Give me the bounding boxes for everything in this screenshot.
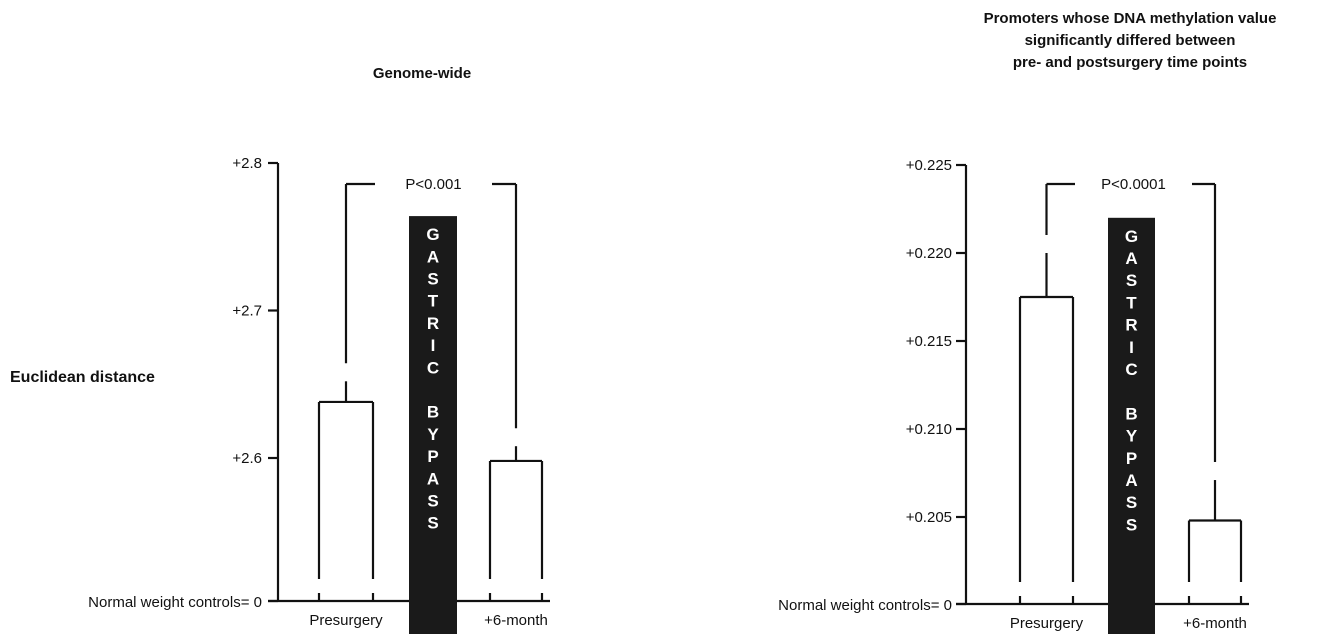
gastric-bypass-letter: I	[431, 336, 436, 355]
y-tick-label: +0.205	[906, 509, 952, 526]
gastric-bypass-bar	[1108, 217, 1155, 634]
baseline-label: Normal weight controls= 0	[778, 597, 952, 614]
y-axis-label: Euclidean distance	[10, 369, 155, 386]
chart-title-line: Promoters whose DNA methylation value	[984, 10, 1277, 27]
p-value-label: P<0.0001	[1101, 176, 1166, 193]
gastric-bypass-letter: Y	[1126, 427, 1138, 446]
gastric-bypass-letter: G	[426, 225, 439, 244]
gastric-bypass-letter: A	[427, 247, 439, 266]
gastric-bypass-letter: S	[1126, 271, 1137, 290]
gastric-bypass-letter: B	[427, 403, 439, 422]
gastric-bypass-bar	[409, 216, 457, 634]
chart-title-line: Genome-wide	[373, 65, 471, 82]
gastric-bypass-letter: A	[1125, 471, 1137, 490]
gastric-bypass-letter: R	[1125, 316, 1137, 335]
gastric-bypass-letter: I	[1129, 338, 1134, 357]
y-tick-label: +0.210	[906, 421, 952, 438]
chart-title: Genome-wide	[373, 65, 471, 82]
chart-title-line: pre- and postsurgery time points	[1013, 54, 1247, 71]
gastric-bypass-letter: A	[427, 469, 439, 488]
gastric-bypass-letter: Y	[427, 425, 439, 444]
chart-promoters: Promoters whose DNA methylation value sig…	[778, 10, 1276, 634]
gastric-bypass-letter: P	[427, 447, 438, 466]
gastric-bypass-letter: S	[427, 492, 438, 511]
x-tick-label: Presurgery	[309, 612, 383, 629]
y-tick-label: +2.8	[232, 155, 262, 172]
gastric-bypass-letter: T	[428, 292, 439, 311]
gastric-bypass-letter: P	[1126, 449, 1137, 468]
gastric-bypass-letter: G	[1125, 227, 1138, 246]
gastric-bypass-letter: C	[427, 358, 439, 377]
gastric-bypass-letter: R	[427, 314, 439, 333]
gastric-bypass-letter: A	[1125, 249, 1137, 268]
y-tick-label: +0.225	[906, 157, 952, 174]
baseline-label: Normal weight controls= 0	[88, 594, 262, 611]
chart-title: Promoters whose DNA methylation value sig…	[984, 10, 1277, 71]
gastric-bypass-letter: T	[1126, 293, 1137, 312]
gastric-bypass-letter: S	[1126, 515, 1137, 534]
gastric-bypass-letter: B	[1125, 404, 1137, 423]
y-tick-label: +0.215	[906, 333, 952, 350]
y-tick-label: +2.7	[232, 303, 262, 320]
x-tick-label: Presurgery	[1010, 615, 1084, 632]
x-tick-label: +6-month	[484, 612, 548, 629]
gastric-bypass-letter: S	[427, 514, 438, 533]
gastric-bypass-letter: S	[1126, 493, 1137, 512]
chart-genome-wide: Genome-wide +2.6 +2.7 +2.8 Normal weight con…	[88, 65, 550, 634]
gastric-bypass-letter: S	[427, 270, 438, 289]
p-value-label: P<0.001	[405, 176, 461, 193]
y-tick-label: +2.6	[232, 450, 262, 467]
x-tick-label: +6-month	[1183, 615, 1247, 632]
gastric-bypass-letter: C	[1125, 360, 1137, 379]
y-tick-label: +0.220	[906, 245, 952, 262]
chart-title-line: significantly differed between	[1025, 32, 1236, 49]
